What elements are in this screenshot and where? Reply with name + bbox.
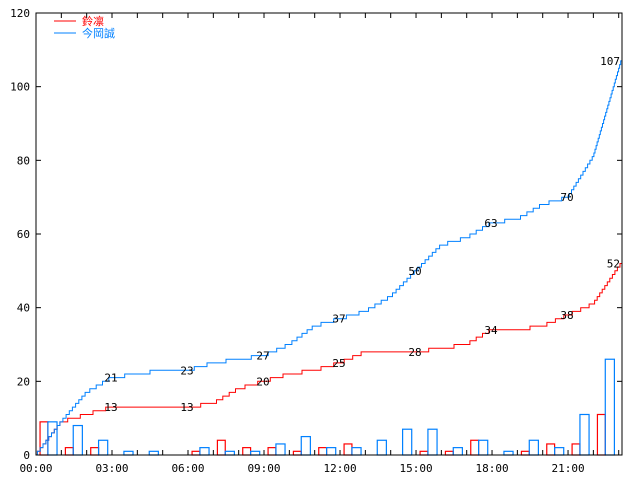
legend: 鈴凛 今岡誠 (54, 14, 115, 40)
y-tick-label: 40 (17, 302, 30, 315)
cumulative-label: 13 (180, 401, 193, 414)
cumulative-label: 34 (484, 324, 498, 337)
x-tick-label: 09:00 (247, 462, 280, 475)
legend-label-series-1: 今岡誠 (82, 26, 115, 40)
x-tick-label: 12:00 (323, 462, 356, 475)
cumulative-label: 38 (560, 309, 573, 322)
cumulative-lines (36, 60, 622, 456)
x-tick-label: 15:00 (399, 462, 432, 475)
y-tick-label: 20 (17, 375, 30, 388)
cumulative-label: 27 (256, 350, 269, 363)
cumulative-label: 25 (332, 357, 345, 370)
cumulative-label: 70 (560, 191, 573, 204)
y-tick-label: 80 (17, 154, 30, 167)
cumulative-label: 20 (256, 375, 269, 388)
legend-label-series-0: 鈴凛 (82, 14, 104, 28)
cumulative-label: 23 (180, 364, 193, 377)
cumulative-label: 107 (600, 55, 620, 68)
cumulative-label: 13 (104, 401, 117, 414)
cumulative-label: 37 (332, 313, 345, 326)
axes: 00:00 03:00 06:00 09:00 12:00 15:00 18:00 21:00… (10, 7, 623, 475)
x-tick-label: 03:00 (95, 462, 128, 475)
x-tick-label: 06:00 (171, 462, 204, 475)
y-tick-label: 0 (23, 449, 30, 462)
cumulative-label: 21 (104, 372, 117, 385)
cumulative-label: 28 (408, 346, 421, 359)
y-tick-label: 120 (10, 7, 30, 20)
cumulative-line-series-1 (36, 60, 622, 456)
cumulative-label: 50 (408, 265, 421, 278)
x-tick-label: 18:00 (475, 462, 508, 475)
y-tick-label: 60 (17, 228, 30, 241)
y-tick-label: 100 (10, 81, 30, 94)
cumulative-labels: 13 13 20 25 28 34 38 52 21 23 27 37 50 63 70 107 (104, 55, 620, 414)
x-tick-label: 00:00 (19, 462, 52, 475)
x-tick-label: 21:00 (551, 462, 584, 475)
cumulative-label: 52 (607, 257, 620, 270)
cumulative-label: 63 (484, 217, 497, 230)
